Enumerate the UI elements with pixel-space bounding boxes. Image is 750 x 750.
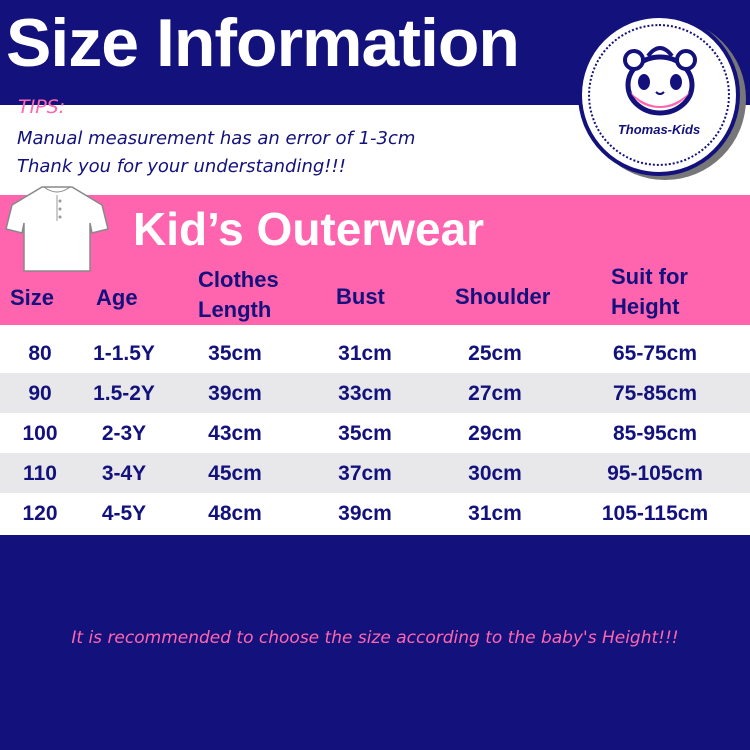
tip-line-1: Manual measurement has an error of 1-3cm [17,128,416,149]
t-shirt-icon [5,186,109,272]
cell-suit-height: 65-75cm [612,342,698,365]
cell-shoulder: 31cm [468,502,522,525]
cell-size: 110 [23,462,57,485]
tips-label: TIPS: [18,96,66,118]
table-row: 110 3-4Y 45cm 37cm 30cm 95-105cm [0,453,750,493]
cell-suit-height: 95-105cm [607,462,703,485]
footer-note: It is recommended to choose the size acc… [71,628,679,648]
cell-size: 80 [28,342,52,365]
cell-bust: 37cm [338,462,392,485]
cell-suit-height: 105-115cm [601,502,709,525]
cell-age: 1.5-2Y [93,382,155,405]
section-band [0,195,750,325]
col-header-age: Age [96,285,138,310]
brand-name: Thomas-Kids [617,122,701,137]
table-row: 90 1.5-2Y 39cm 33cm 27cm 75-85cm [0,373,750,413]
cell-suit-height: 75-85cm [612,382,698,405]
cell-shoulder: 30cm [468,462,522,485]
tip-line-2: Thank you for your understanding!!! [17,156,346,177]
cell-clothes-length: 35cm [208,342,262,365]
cell-suit-height: 85-95cm [612,422,698,445]
table-row: 100 2-3Y 43cm 35cm 29cm 85-95cm [0,413,750,453]
cell-age: 4-5Y [101,502,147,525]
cell-shoulder: 27cm [468,382,522,405]
cell-clothes-length: 48cm [208,502,262,525]
cell-bust: 31cm [338,342,392,365]
brand-logo: Thomas-Kids [578,14,740,176]
page-title: Size Information [6,5,520,81]
table-row: 80 1-1.5Y 35cm 31cm 25cm 65-75cm [0,333,750,373]
cell-shoulder: 25cm [468,342,522,365]
col-header-suit-height: Suit for Height [611,264,688,319]
col-header-shoulder: Shoulder [455,284,551,309]
cell-size: 100 [22,422,58,445]
cell-bust: 39cm [338,502,392,525]
cell-age: 1-1.5Y [93,342,155,365]
table-row: 120 4-5Y 48cm 39cm 31cm 105-115cm [0,493,750,533]
cell-age: 2-3Y [101,422,147,445]
cell-clothes-length: 45cm [208,462,262,485]
footer-band [0,535,750,750]
cell-bust: 35cm [338,422,392,445]
cell-clothes-length: 43cm [208,422,262,445]
col-header-size: Size [10,285,55,310]
cell-shoulder: 29cm [468,422,522,445]
cell-size: 90 [28,382,52,405]
panda-bag-icon [623,46,697,116]
cell-size: 120 [22,502,58,525]
col-header-clothes-length: Clothes Length [198,267,279,322]
section-title: Kid’s Outerwear [133,203,485,255]
cell-age: 3-4Y [101,462,147,485]
col-header-bust: Bust [336,284,385,309]
cell-clothes-length: 39cm [208,382,262,405]
cell-bust: 33cm [338,382,392,405]
